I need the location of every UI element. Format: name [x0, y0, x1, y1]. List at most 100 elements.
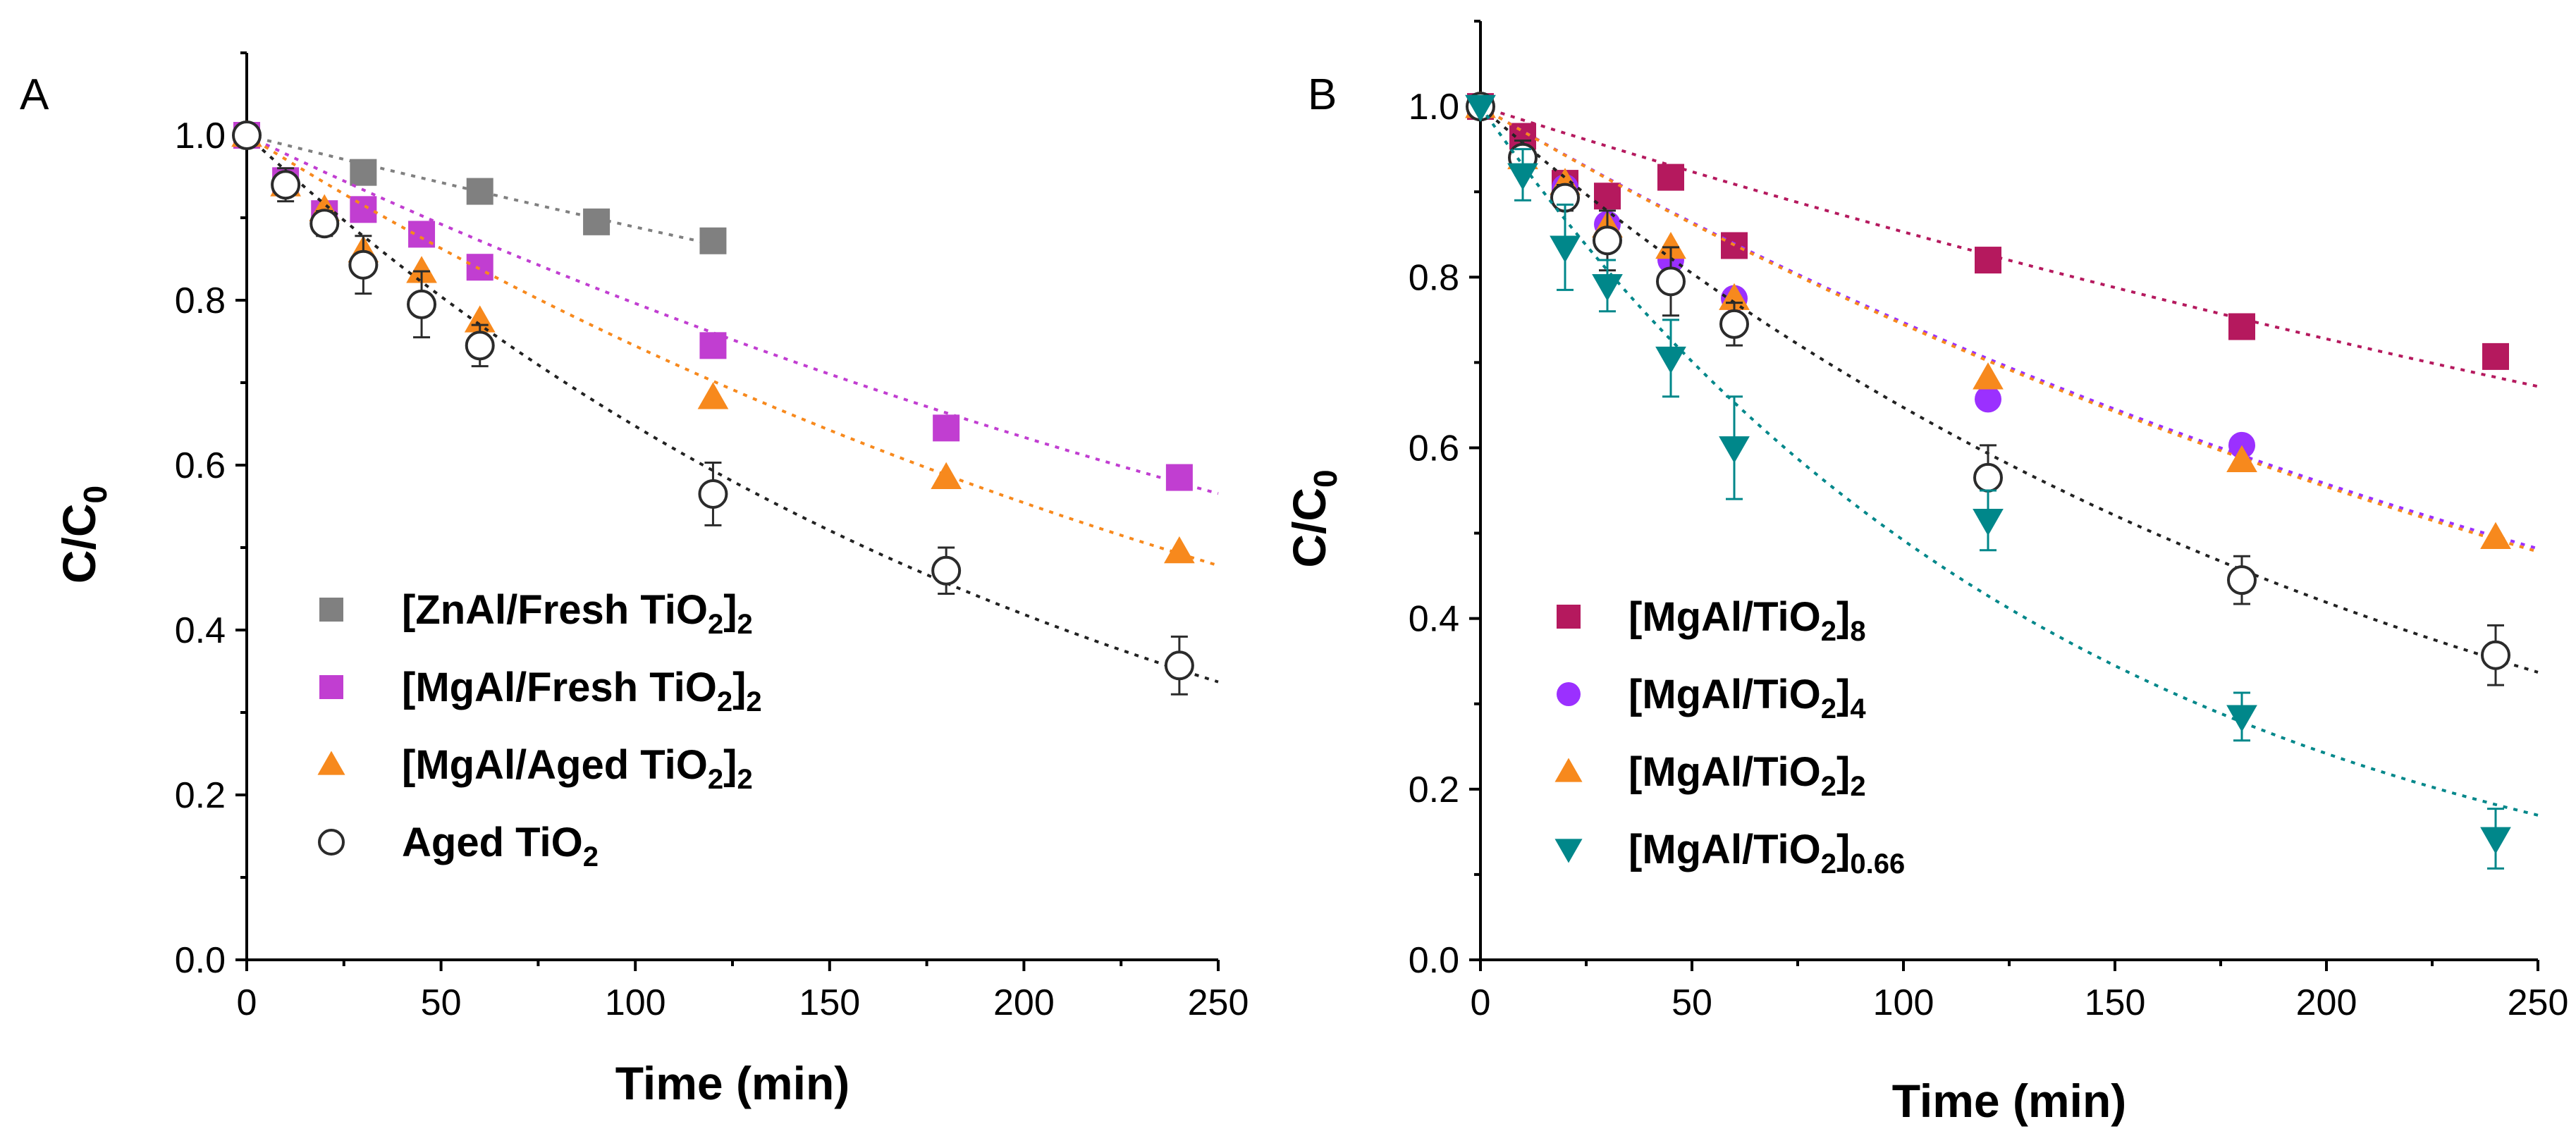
y-tick-label: 1.0	[175, 116, 226, 156]
series-aged-tio2	[232, 121, 1219, 696]
x-tick-label: 100	[1873, 982, 1934, 1023]
data-point	[1593, 226, 1622, 256]
x-axis-title: Time (min)	[1892, 1075, 2126, 1127]
fit-line	[246, 134, 1219, 495]
y-tick-label: 0.6	[175, 445, 226, 486]
fit-line	[245, 134, 1219, 684]
y-tick-label: 0.2	[175, 775, 226, 816]
x-tick-label: 200	[2296, 982, 2357, 1023]
data-point	[309, 209, 340, 239]
legend-marker	[319, 598, 343, 622]
legend-entry: [MgAl/TiO2]8	[1557, 594, 1866, 647]
x-tick-label: 150	[2085, 982, 2146, 1023]
legend-entry: [ZnAl/Fresh TiO2]2	[319, 587, 753, 640]
x-tick-label: 150	[799, 982, 860, 1023]
x-tick-label: 250	[2508, 982, 2569, 1023]
y-tick-label: 0.0	[1409, 940, 1459, 981]
data-point	[1164, 650, 1194, 681]
data-point	[1973, 508, 2004, 536]
data-point	[348, 249, 379, 280]
legend-marker	[1557, 605, 1581, 629]
panel-a: A 0 50 100 150 200 250 0.0 0.2 0.4 0.6 0.8 1.0 Time (…	[20, 51, 1249, 1109]
y-axis-title: C/C0	[1283, 469, 1344, 567]
data-point	[1164, 536, 1195, 564]
legend-entry: Aged TiO2	[318, 820, 599, 872]
x-axis-title: Time (min)	[615, 1057, 850, 1109]
x-tick-label: 0	[237, 982, 257, 1023]
x-tick-label: 50	[421, 982, 462, 1023]
y-tick-label: 0.4	[175, 610, 226, 651]
legend-marker	[318, 829, 345, 856]
data-point	[1656, 266, 1686, 297]
fit-line	[1479, 105, 2539, 550]
data-point	[1655, 346, 1686, 374]
y-axis-title: C/C0	[53, 486, 114, 584]
x-tick-label: 0	[1471, 982, 1491, 1023]
data-point	[2226, 705, 2257, 732]
legend-label: [MgAl/TiO2]4	[1629, 672, 1866, 724]
y-tick-label: 0.4	[1409, 599, 1459, 640]
data-point	[2480, 827, 2511, 854]
y-tick-label: 0.0	[175, 940, 226, 981]
data-point	[1592, 273, 1623, 302]
legend-entry: [MgAl/Aged TiO2]2	[317, 742, 753, 795]
x-tick-label: 50	[1672, 982, 1712, 1023]
fit-line	[1479, 105, 2539, 553]
data-point	[583, 208, 611, 235]
legend-label: [MgAl/TiO2]2	[1629, 749, 1866, 802]
data-point	[1719, 309, 1749, 339]
legend-entry: [MgAl/TiO2]2	[1554, 749, 1866, 802]
legend-marker	[1554, 758, 1583, 782]
legend-marker	[317, 751, 345, 775]
data-point	[1594, 183, 1621, 210]
data-point	[1973, 462, 2003, 493]
legend-label: Aged TiO2	[402, 820, 599, 872]
fit-line	[1480, 105, 2539, 388]
data-point	[2227, 565, 2257, 595]
data-point	[698, 479, 728, 509]
series--mgal-tio2-0-66	[1465, 94, 2539, 870]
legend-marker	[319, 675, 343, 699]
fit-line	[245, 134, 1219, 567]
data-point	[1975, 247, 2001, 274]
data-point	[466, 254, 493, 281]
legend-entry: [MgAl/TiO2]0.66	[1554, 827, 1905, 879]
data-point	[465, 331, 495, 361]
data-point	[1550, 235, 1581, 263]
data-point	[232, 121, 262, 150]
data-point	[466, 178, 493, 205]
data-point	[1165, 464, 1193, 491]
x-tick-label: 200	[993, 982, 1055, 1023]
data-point	[1975, 385, 2001, 413]
data-point	[699, 332, 727, 359]
data-point	[2226, 445, 2257, 473]
legend-marker	[1557, 682, 1581, 706]
panel-label: A	[20, 70, 49, 119]
fit-line	[1479, 105, 2539, 817]
data-point	[2228, 313, 2255, 340]
x-tick-label: 250	[1188, 982, 1249, 1023]
data-point	[2480, 521, 2511, 549]
data-point	[931, 462, 962, 489]
series--znal-fresh-tio2-2	[233, 122, 727, 254]
legend-label: [MgAl/TiO2]0.66	[1629, 827, 1905, 879]
data-point	[2481, 640, 2510, 670]
y-tick-label: 1.0	[1409, 87, 1459, 128]
x-tick-label: 100	[605, 982, 666, 1023]
y-tick-label: 0.6	[1409, 428, 1459, 469]
data-point	[407, 289, 437, 319]
legend-label: [ZnAl/Fresh TiO2]2	[402, 587, 753, 640]
data-point	[931, 555, 962, 586]
data-point	[1657, 163, 1684, 191]
data-point	[1973, 362, 2004, 390]
legend-entry: [MgAl/Fresh TiO2]2	[319, 665, 762, 717]
y-tick-label: 0.8	[175, 280, 226, 321]
y-tick-label: 0.2	[1409, 770, 1459, 810]
data-point	[1719, 436, 1750, 464]
series--mgal-tio2-8	[1467, 93, 2539, 388]
legend-label: [MgAl/TiO2]8	[1629, 594, 1866, 647]
data-point	[1507, 163, 1538, 190]
data-point	[406, 256, 437, 283]
y-tick-label: 0.8	[1409, 257, 1459, 298]
